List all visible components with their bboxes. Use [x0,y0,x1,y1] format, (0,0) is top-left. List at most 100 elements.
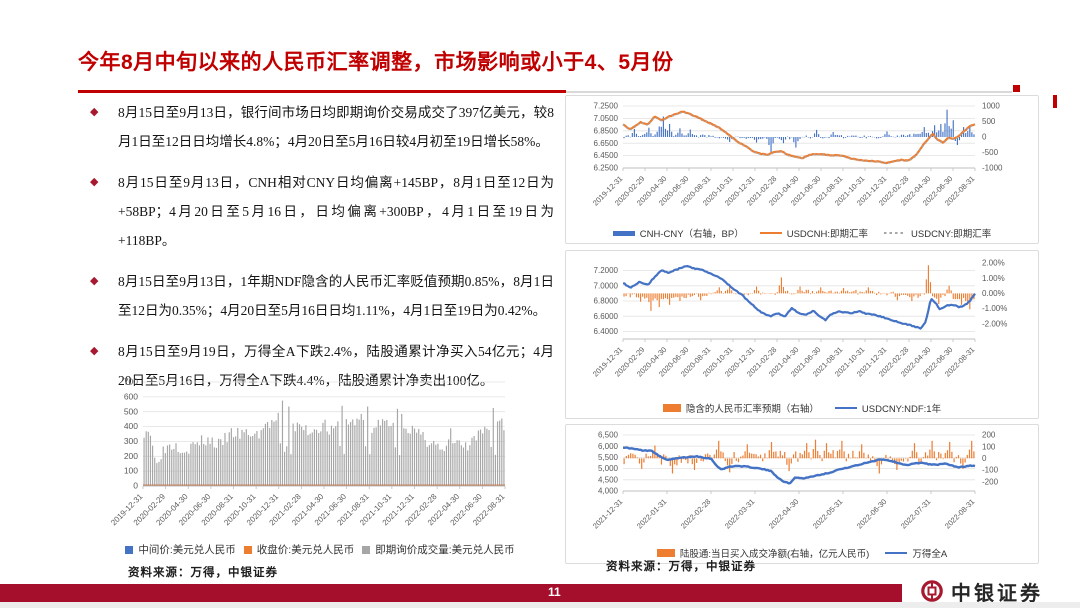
svg-text:300: 300 [124,436,138,446]
svg-text:-500: -500 [982,148,999,157]
svg-text:2022-03-31: 2022-03-31 [723,497,756,530]
svg-text:2022-07-31: 2022-07-31 [899,497,932,530]
svg-text:0.00%: 0.00% [982,289,1005,298]
fx-spread-chart-legend: CNH-CNY（右轴，BP） USDCNH:即期汇率 USDCNY:即期汇率 [566,226,1038,240]
legend-label: USDCNY:NDF:1年 [861,404,942,415]
svg-text:7.2000: 7.2000 [594,266,619,275]
svg-text:6.8000: 6.8000 [594,297,619,306]
footer-bar [0,584,902,602]
legend-label: USDCNY:即期汇率 [911,229,992,240]
svg-text:7.2500: 7.2500 [594,102,619,111]
legend-label: CNH-CNY（右轴，BP） [639,229,744,240]
brand-name: 中银证券 [951,582,1043,605]
svg-text:100: 100 [124,466,138,476]
bullet-text: 8月15日至9月19日，万得全A下跌2.4%，陆股通累计净买入54亿元；4月20… [118,344,554,388]
legend-swatch-square [243,545,252,554]
svg-text:2022-04-30: 2022-04-30 [767,497,800,530]
legend-item: 即期询价成交量:美元兑人民币 [362,542,515,557]
svg-text:2022-02-28: 2022-02-28 [679,497,712,530]
legend-item: USDCNH:即期汇率 [759,226,869,240]
legend-item: USDCNY:NDF:1年 [834,401,942,415]
legend-item: 陆股通:当日买入成交净额(右轴，亿元人民币) [656,546,870,560]
title-underline-gray [566,91,1012,93]
title-underline-endcap [1013,85,1020,92]
spot-volume-chart-svg: 70060050040030020010002019-12-312020-02-… [109,377,507,528]
svg-text:6.2500: 6.2500 [594,164,619,173]
ndf-expectation-chart-svg: 7.2000 7.0000 6.8000 6.6000 6.4000 2.00% 1.00%… [591,259,1007,379]
svg-text:6,000: 6,000 [598,442,619,451]
svg-text:7.0000: 7.0000 [594,281,619,290]
legend-label: 陆股通:当日买入成交净额(右轴，亿元人民币) [679,549,870,560]
right-accent-strip [1053,95,1057,108]
page-number: 11 [548,585,561,599]
bullet-text: 8月15日至9月13日，CNH相对CNY日均偏离+145BP，8月1日至12日为… [118,175,554,248]
legend-item: 万得全A [885,546,947,560]
svg-text:6,500: 6,500 [598,431,619,440]
legend-label: USDCNH:即期汇率 [786,229,869,240]
bullet-item: ◆ 8月15日至9月13日，1年期NDF隐含的人民币汇率贬值预期0.85%，8月… [88,267,554,325]
svg-text:2022-08-31: 2022-08-31 [943,497,976,530]
diamond-bullet-icon: ◆ [90,176,99,188]
page-title: 今年8月中旬以来的人民币汇率调整，市场影响或小于4、5月份 [78,51,674,74]
svg-text:-1000: -1000 [982,164,1003,173]
svg-text:0: 0 [982,454,987,463]
svg-text:700: 700 [124,377,138,387]
legend-item: 收盘价:美元兑人民币 [243,542,355,557]
svg-text:6.8500: 6.8500 [594,126,619,135]
svg-text:-100: -100 [982,466,999,475]
bullet-text: 8月15日至9月13日，1年期NDF隐含的人民币汇率贬值预期0.85%，8月1日… [118,274,554,318]
source-note-right: 资料来源：万得，中银证券 [606,561,756,573]
svg-text:500: 500 [982,117,996,126]
svg-text:2.00%: 2.00% [982,259,1005,268]
title-underline-red [78,90,566,93]
svg-text:5,000: 5,000 [598,464,619,473]
legend-label: 隐含的人民币汇率预期（右轴） [685,404,819,415]
svg-text:6.6000: 6.6000 [594,312,619,321]
legend-label: 万得全A [912,549,948,560]
svg-text:6.6500: 6.6500 [594,139,619,148]
svg-text:2022-01-31: 2022-01-31 [635,497,668,530]
svg-text:-1.00%: -1.00% [982,304,1007,313]
svg-text:400: 400 [124,421,138,431]
svg-text:200: 200 [124,451,138,461]
legend-item: CNH-CNY（右轴，BP） [612,226,744,240]
svg-text:600: 600 [124,392,138,402]
svg-text:-2.00%: -2.00% [982,319,1007,328]
brand-logo: 中银证券 [920,577,1043,605]
diamond-bullet-icon: ◆ [90,275,99,287]
legend-swatch-line-thick [612,230,635,236]
svg-text:4,000: 4,000 [598,487,619,496]
fx-spread-chart: 7.2500 7.0500 6.8500 6.6500 6.4500 6.2500 1000… [565,95,1039,244]
legend-item: USDCNY:即期汇率 [884,226,991,240]
bottom-strip [0,602,1080,608]
stock-northbound-chart: 6,500 6,000 5,500 5,000 4,500 4,000 200 100 0 -10… [565,424,1039,564]
spot-volume-chart: 700 600 500 400 300 200 100 0 2019-12-31 2020-02-… [95,374,545,547]
stock-northbound-chart-legend: 陆股通:当日买入成交净额(右轴，亿元人民币) 万得全A [566,546,1038,560]
legend-swatch-line [885,551,908,555]
svg-text:7.0500: 7.0500 [594,114,619,123]
svg-text:200: 200 [982,431,996,440]
svg-text:6.4000: 6.4000 [594,327,619,336]
bullet-item: ◆ 8月15日至9月13日，银行间市场日均即期询价交易成交了397亿美元，较8月… [88,98,554,156]
bullet-list: ◆ 8月15日至9月13日，银行间市场日均即期询价交易成交了397亿美元，较8月… [88,98,554,407]
svg-text:4,500: 4,500 [598,475,619,484]
svg-text:1.00%: 1.00% [982,274,1005,283]
legend-item: 隐含的人民币汇率预期（右轴） [662,401,819,415]
legend-swatch-bar [656,549,675,557]
boc-emblem-icon [921,580,943,602]
svg-text:500: 500 [124,406,138,416]
bullet-item: ◆ 8月15日至9月13日，CNH相对CNY日均偏离+145BP，8月1日至12… [88,168,554,255]
svg-text:2021-12-31: 2021-12-31 [591,497,624,530]
svg-text:2022-06-30: 2022-06-30 [855,497,888,530]
svg-text:-200: -200 [982,477,999,486]
bullet-text: 8月15日至9月13日，银行间市场日均即期询价交易成交了397亿美元，较8月1日… [118,105,554,149]
svg-text:0: 0 [133,481,138,491]
diamond-bullet-icon: ◆ [90,345,99,357]
stock-northbound-chart-svg: 6,500 6,000 5,500 5,000 4,500 4,000 200 100 0 -10… [591,431,999,531]
svg-text:2022-05-31: 2022-05-31 [811,497,844,530]
diamond-bullet-icon: ◆ [90,106,99,118]
svg-text:0: 0 [982,133,987,142]
legend-label: 收盘价:美元兑人民币 [256,544,355,556]
legend-swatch-line [834,406,857,410]
